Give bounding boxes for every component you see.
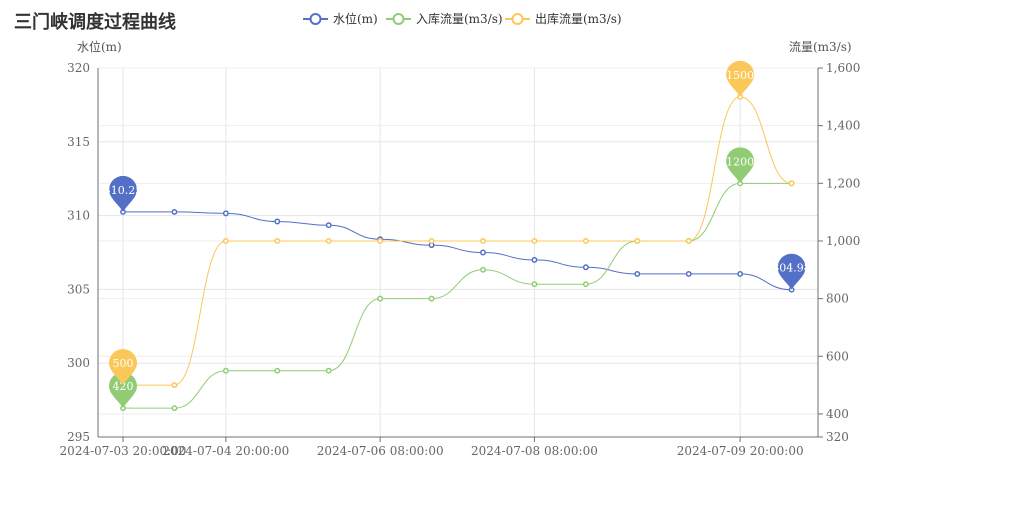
series-point[interactable]	[480, 266, 486, 273]
series-point[interactable]	[737, 270, 744, 277]
series-point[interactable]	[685, 238, 692, 244]
series-point[interactable]	[531, 256, 538, 263]
marker-pin-shape	[109, 349, 137, 386]
series-point[interactable]	[325, 222, 332, 229]
series-line-1	[122, 182, 792, 409]
series-point[interactable]	[274, 367, 281, 374]
y-right-tick-label: 1,000	[826, 234, 860, 248]
marker-pin[interactable]: 500	[109, 349, 137, 386]
series-point[interactable]	[171, 382, 178, 389]
y-right-tick-label: 800	[826, 292, 849, 306]
axes: 295 300 305 310 315 320 320 400 600 800 1,000 1,200…	[60, 61, 861, 458]
marker-pin[interactable]: 420	[109, 372, 137, 409]
marker-pin-shape	[726, 147, 755, 184]
y-left-tick-label: 315	[67, 135, 90, 149]
series-point[interactable]	[582, 281, 589, 288]
series-point[interactable]	[325, 238, 332, 244]
series-point[interactable]	[582, 264, 589, 271]
series-layer	[120, 93, 795, 412]
markers-layer: 310.25 304.98 420 1200 500 1500	[104, 60, 811, 409]
y-right-tick-label: 1,400	[826, 119, 860, 133]
series-point[interactable]	[171, 208, 178, 215]
y-left-tick-label: 295	[67, 430, 90, 444]
series-point[interactable]	[634, 270, 641, 277]
marker-pin[interactable]: 1500	[726, 60, 755, 97]
marker-pin[interactable]: 1200	[726, 147, 755, 184]
legend-label: 水位(m)	[333, 11, 378, 26]
series-point[interactable]	[222, 367, 229, 374]
y-right-tick-label: 400	[826, 407, 849, 421]
chart-title: 三门峡调度过程曲线	[14, 11, 176, 33]
series-point[interactable]	[531, 281, 538, 288]
legend-label: 出库流量(m3/s)	[535, 11, 622, 26]
y-left-tick-label: 305	[67, 282, 90, 296]
series-point[interactable]	[685, 270, 692, 277]
series-point[interactable]	[480, 238, 486, 244]
series-point[interactable]	[428, 238, 435, 244]
legend-symbol	[392, 13, 405, 25]
marker-pin-label: 500	[113, 357, 134, 370]
legend-symbol	[511, 13, 524, 25]
series-point[interactable]	[480, 249, 486, 256]
marker-pin[interactable]: 304.98	[772, 253, 811, 290]
legend-label: 入库流量(m3/s)	[416, 11, 503, 26]
series-point[interactable]	[428, 295, 435, 302]
series-point[interactable]	[377, 238, 384, 244]
legend-item-2[interactable]: 出库流量(m3/s)	[505, 11, 622, 26]
marker-pin-label: 310.25	[104, 184, 143, 197]
series-point[interactable]	[325, 367, 332, 374]
series-point[interactable]	[531, 238, 538, 244]
marker-pin-label: 1500	[726, 69, 754, 82]
series-point[interactable]	[171, 405, 178, 412]
y-right-axis-label: 流量(m3/s)	[789, 40, 852, 54]
x-tick-label: 2024-07-06 08:00:00	[317, 444, 444, 458]
legend-item-1[interactable]: 入库流量(m3/s)	[386, 11, 503, 26]
marker-pin-shape	[109, 175, 137, 212]
y-right-tick-label: 320	[826, 430, 849, 444]
series-line-2	[123, 96, 792, 386]
marker-pin-label: 420	[113, 380, 134, 393]
y-left-axis-label: 水位(m)	[77, 39, 122, 54]
marker-pin-label: 304.98	[772, 262, 811, 275]
y-right-tick-label: 1,600	[826, 61, 860, 75]
series-line-0	[123, 211, 792, 291]
y-left-tick-label: 300	[67, 356, 90, 370]
x-tick-label: 2024-07-04 20:00:00	[162, 444, 289, 458]
x-tick-label: 2024-07-08 08:00:00	[471, 444, 598, 458]
series-point[interactable]	[222, 210, 229, 217]
marker-pin-shape	[726, 60, 755, 97]
series-point[interactable]	[634, 238, 641, 244]
legend-symbol	[309, 13, 322, 25]
series-point[interactable]	[377, 295, 384, 302]
legend: 水位(m) 入库流量(m3/s) 出库流量(m3/s)	[303, 11, 622, 26]
series-point[interactable]	[274, 238, 281, 244]
series-point[interactable]	[274, 218, 281, 225]
marker-pin[interactable]: 310.25	[104, 175, 143, 212]
y-left-tick-label: 310	[67, 209, 90, 223]
series-point[interactable]	[222, 238, 229, 244]
y-right-tick-label: 600	[826, 349, 849, 363]
marker-pin-shape	[109, 372, 137, 409]
series-point[interactable]	[788, 180, 795, 187]
marker-pin-label: 1200	[726, 155, 754, 168]
x-tick-label: 2024-07-03 20:00:00	[60, 444, 187, 458]
x-tick-label: 2024-07-09 20:00:00	[677, 444, 804, 458]
y-right-tick-label: 1,200	[826, 176, 860, 190]
marker-pin-shape	[777, 253, 806, 290]
y-left-tick-label: 320	[67, 61, 90, 75]
series-point[interactable]	[582, 238, 589, 244]
legend-item-0[interactable]: 水位(m)	[303, 11, 378, 26]
